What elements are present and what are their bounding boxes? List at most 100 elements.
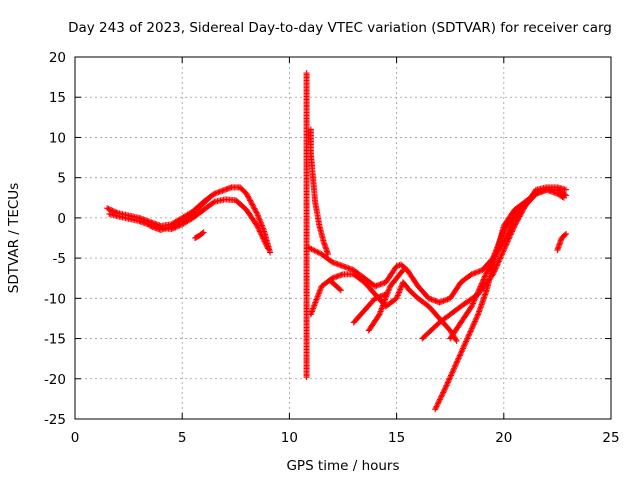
series-short-arc-6h [192,229,207,241]
data-point [505,235,512,242]
data-point [453,337,460,344]
x-tick-labels: 0 5 10 15 20 25 [71,430,620,446]
data-point [308,246,315,253]
data-point [562,230,569,237]
data-point [504,238,511,245]
data-point [444,380,451,387]
y-tick-label: 5 [57,171,66,187]
y-tick-label: 20 [49,50,66,66]
y-tick-label: -25 [44,412,66,428]
data-point [473,292,480,299]
data-point [245,194,252,201]
series-short-arc-13h [350,291,389,326]
data-point [515,216,522,223]
data-point [485,265,492,272]
data-point [477,283,484,290]
data-point [461,342,468,349]
data-point [440,388,447,395]
data-point [562,186,569,193]
data-point [451,365,458,372]
data-point [336,286,343,293]
data-point [465,332,472,339]
data-point [257,229,264,236]
series-rise-from-18h [447,198,529,342]
data-point [464,335,471,342]
data-point [466,331,473,338]
data-point [434,402,441,409]
data-point [461,341,468,348]
data-point [513,218,520,225]
data-point [501,245,508,252]
series-midday-middle [307,271,460,344]
data-point [264,244,271,251]
data-point [479,279,486,286]
data-point [474,312,481,319]
data-point [473,293,480,300]
data-point [249,201,256,208]
data-point [432,404,439,411]
data-point [244,192,251,199]
data-point [468,327,475,334]
data-point [315,249,322,256]
data-point [446,376,453,383]
plot-frame [74,56,612,420]
x-tick-label: 5 [178,430,187,446]
data-point [502,242,509,249]
data-point [517,212,524,219]
data-point [303,374,310,381]
data-point [483,270,490,277]
data-point [486,263,493,270]
data-point [263,242,270,249]
x-tick-label: 20 [495,430,512,446]
data-point [486,262,493,269]
x-tick-label: 25 [602,430,619,446]
data-point [439,390,446,397]
data-points [104,70,569,413]
data-point [518,209,525,216]
data-point [449,369,456,376]
y-tick-label: 10 [49,130,66,146]
data-point [255,225,262,232]
data-point [470,321,477,328]
data-point [460,344,467,351]
data-point [517,210,524,217]
x-tick-label: 10 [281,430,298,446]
data-point [243,190,250,197]
data-point [436,397,443,404]
data-point [455,355,462,362]
y-tick-label: -20 [44,372,66,388]
data-point [471,296,478,303]
data-point [337,287,344,294]
data-point [469,324,476,331]
x-axis-label: GPS time / hours [286,458,399,474]
data-point [444,379,451,386]
data-point [508,228,515,235]
data-point [207,193,214,200]
data-point [508,230,515,237]
data-point [264,245,271,252]
data-point [105,205,112,212]
data-point [472,294,479,301]
y-tick-label: -5 [53,251,66,267]
data-point [503,241,510,248]
data-point [503,239,510,246]
data-point [480,276,487,283]
data-point [249,202,256,209]
data-point [248,200,255,207]
data-point [267,249,274,256]
data-point [261,238,268,245]
data-point [473,315,480,322]
y-tick-labels: 20 15 10 5 0 -5 -10 -15 -20 -25 [44,50,66,428]
data-point [447,372,454,379]
data-point [256,228,263,235]
y-axis-label: SDTVAR / TECUs [6,183,22,293]
data-point [467,328,474,335]
data-point [441,386,448,393]
data-point [454,358,461,365]
data-point [200,229,207,236]
data-point [471,319,478,326]
data-point [437,395,444,402]
data-point [375,312,382,319]
data-point [206,195,212,202]
data-point [522,198,529,205]
